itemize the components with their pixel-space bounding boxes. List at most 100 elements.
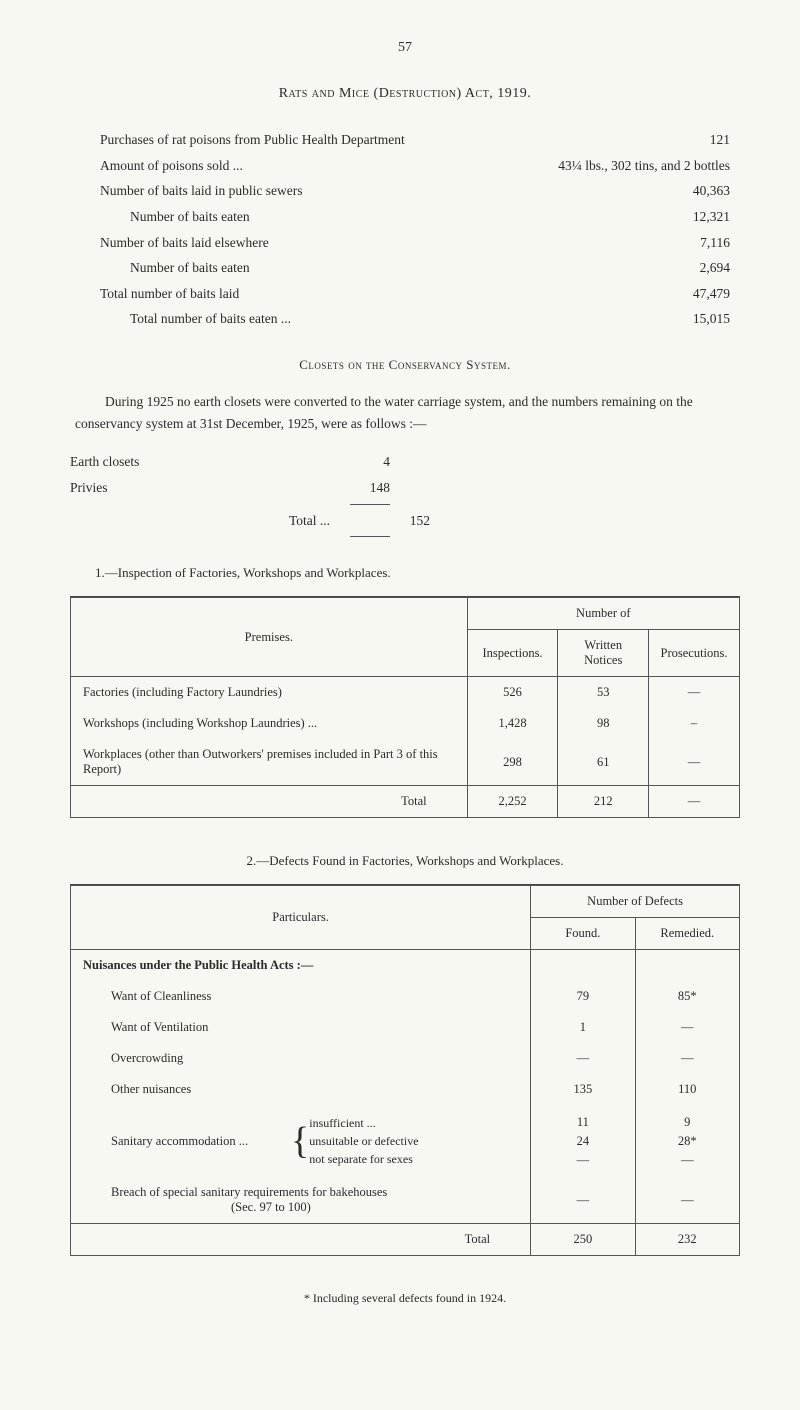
list-label: Number of baits laid elsewhere — [100, 230, 269, 256]
list-label: Total number of baits laid — [100, 281, 239, 307]
table-row: Nuisances under the Public Health Acts :… — [71, 950, 740, 982]
list-value: 47,479 — [670, 281, 730, 307]
list-value: 7,116 — [670, 230, 730, 256]
row-value: — — [635, 1177, 739, 1224]
footnote: * Including several defects found in 192… — [70, 1291, 740, 1306]
page-number: 57 — [70, 40, 740, 56]
table-row: Factories (including Factory Laundries)5… — [71, 677, 740, 709]
table-row: Overcrowding—— — [71, 1043, 740, 1074]
row-value: — — [635, 1043, 739, 1074]
row-value: — — [635, 1012, 739, 1043]
nuisances-header: Nuisances under the Public Health Acts :… — [71, 950, 531, 982]
total-label: Total — [71, 1224, 531, 1256]
table-row: Earth closets4 — [70, 449, 740, 475]
total-label: Total — [71, 786, 468, 818]
col-header: Inspections. — [467, 630, 558, 677]
purchases-list: Purchases of rat poisons from Public Hea… — [100, 127, 730, 332]
row-value: 135 — [531, 1074, 635, 1105]
col-header: Written Notices — [558, 630, 649, 677]
row-desc: Factories (including Factory Laundries) — [71, 677, 468, 709]
row-desc: Overcrowding — [71, 1043, 531, 1074]
row-value: 298 — [467, 739, 558, 786]
row-value: — — [649, 739, 740, 786]
list-item: Total number of baits laid 47,479 — [100, 281, 730, 307]
list-value: 15,015 — [670, 306, 730, 332]
table-row: Workshops (including Workshop Laundries)… — [71, 708, 740, 739]
row-desc: Breach of special sanitary requirements … — [71, 1177, 531, 1224]
list-item: Amount of poisons sold ... 43¼ lbs., 302 … — [100, 153, 730, 179]
list-value: 121 — [670, 127, 730, 153]
row-value: 110 — [635, 1074, 739, 1105]
col-header: Prosecutions. — [649, 630, 740, 677]
col-header: Found. — [531, 918, 635, 950]
table-row: Workplaces (other than Outworkers' premi… — [71, 739, 740, 786]
list-item: Number of baits eaten 2,694 — [100, 255, 730, 281]
row-desc: Other nuisances — [71, 1074, 531, 1105]
table-row: Other nuisances135110 — [71, 1074, 740, 1105]
row-desc: Workshops (including Workshop Laundries)… — [71, 708, 468, 739]
row-value: 148 — [330, 475, 390, 501]
row-value: 79 — [531, 981, 635, 1012]
row-desc: Want of Cleanliness — [71, 981, 531, 1012]
row-value: 1 — [531, 1012, 635, 1043]
row-desc: Workplaces (other than Outworkers' premi… — [71, 739, 468, 786]
list-value: 2,694 — [670, 255, 730, 281]
col-premises: Premises. — [71, 598, 468, 677]
list-label: Number of baits eaten — [130, 255, 250, 281]
section2-heading: 2.—Defects Found in Factories, Workshops… — [70, 853, 740, 869]
closets-paragraph: During 1925 no earth closets were conver… — [75, 391, 735, 434]
total-row: Total ...152 — [70, 508, 740, 534]
col-particulars: Particulars. — [71, 886, 531, 950]
row-value: — — [531, 1177, 635, 1224]
total-label: Total ... — [70, 508, 370, 534]
total-value: 232 — [635, 1224, 739, 1256]
row-desc: Sanitary accommodation ... { insufficien… — [71, 1105, 531, 1177]
total-row: Total2,252212— — [71, 786, 740, 818]
row-desc: Want of Ventilation — [71, 1012, 531, 1043]
row-value: — — [531, 1043, 635, 1074]
total-row: Total250232 — [71, 1224, 740, 1256]
list-item: Number of baits laid elsewhere 7,116 — [100, 230, 730, 256]
list-item: Purchases of rat poisons from Public Hea… — [100, 127, 730, 153]
list-item: Number of baits laid in public sewers 40,… — [100, 178, 730, 204]
total-value: — — [649, 786, 740, 818]
row-value: 1,428 — [467, 708, 558, 739]
list-label: Number of baits laid in public sewers — [100, 178, 302, 204]
list-item: Total number of baits eaten ... 15,015 — [100, 306, 730, 332]
title-rats-mice: Rats and Mice (Destruction) Act, 1919. — [70, 86, 740, 102]
row-value: 4 — [330, 449, 390, 475]
defects-table: Particulars. Number of Defects Found.Rem… — [70, 885, 740, 1256]
closets-heading: Closets on the Conservancy System. — [70, 357, 740, 373]
list-value: 40,363 — [670, 178, 730, 204]
page: 57 Rats and Mice (Destruction) Act, 1919… — [0, 0, 800, 1410]
row-value: 98 — [558, 708, 649, 739]
row-value: – — [649, 708, 740, 739]
list-label: Amount of poisons sold ... — [100, 153, 243, 179]
col-defects: Number of Defects — [531, 886, 740, 918]
list-value: 43¼ lbs., 302 tins, and 2 bottles — [470, 153, 730, 179]
list-label: Total number of baits eaten ... — [130, 306, 291, 332]
list-item: Number of baits eaten 12,321 — [100, 204, 730, 230]
row-value: 61 — [558, 739, 649, 786]
section1-heading: 1.—Inspection of Factories, Workshops an… — [95, 565, 740, 581]
col-header: Remedied. — [635, 918, 739, 950]
row-value: 928*— — [635, 1105, 739, 1177]
list-label: Purchases of rat poisons from Public Hea… — [100, 127, 405, 153]
row-value: — — [649, 677, 740, 709]
table-row: Want of Ventilation1— — [71, 1012, 740, 1043]
closets-table: Earth closets4Privies148 Total ...152 — [70, 449, 740, 540]
row-value: 85* — [635, 981, 739, 1012]
inspection-table: Premises. Number of Inspections.Written … — [70, 597, 740, 818]
table-row: Privies148 — [70, 475, 740, 501]
brace-items: insufficient ... unsuitable or defective… — [309, 1114, 418, 1168]
list-value: 12,321 — [670, 204, 730, 230]
row-value: 526 — [467, 677, 558, 709]
table-row: Want of Cleanliness7985* — [71, 981, 740, 1012]
list-label: Number of baits eaten — [130, 204, 250, 230]
total-value: 250 — [531, 1224, 635, 1256]
total-value: 212 — [558, 786, 649, 818]
total-value: 152 — [370, 508, 430, 534]
table-row: Breach of special sanitary requirements … — [71, 1177, 740, 1224]
row-value: 53 — [558, 677, 649, 709]
total-value: 2,252 — [467, 786, 558, 818]
